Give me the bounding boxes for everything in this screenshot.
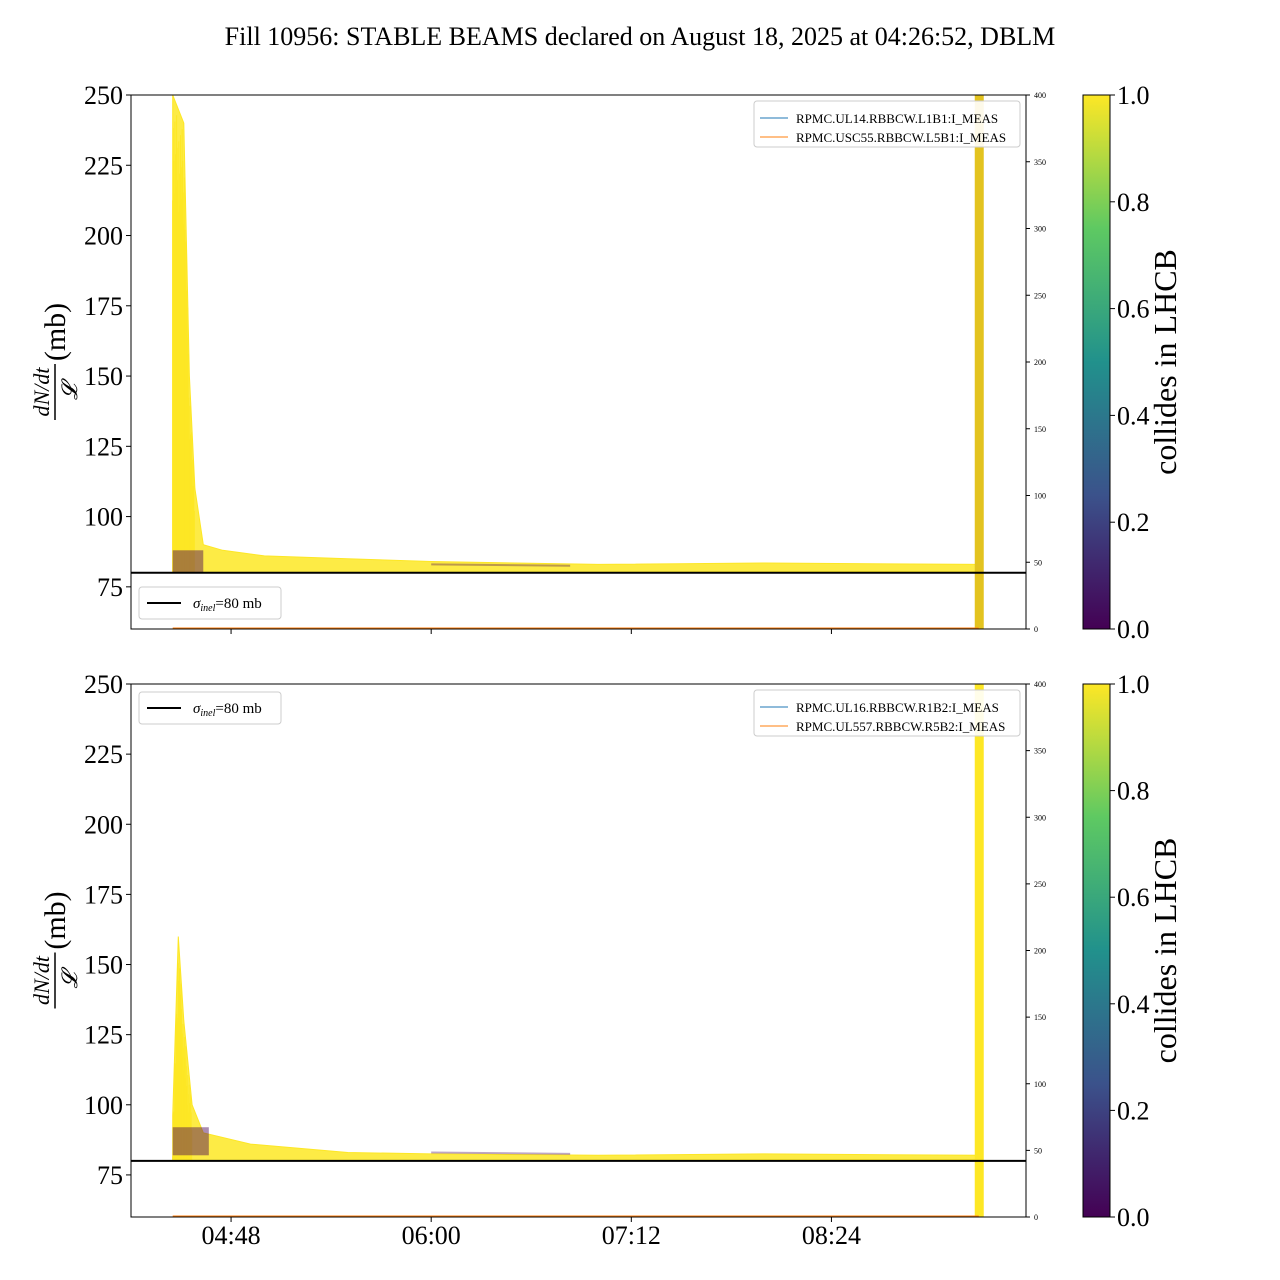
x-tick-label: 07:12 bbox=[602, 1221, 661, 1250]
y2-tick-label: 250 bbox=[1034, 880, 1046, 889]
colorbar-tick-label: 0.0 bbox=[1117, 1203, 1150, 1232]
reference-legend-label: σinel=80 mb bbox=[193, 701, 262, 719]
legend-entry: RPMC.UL14.RBBCW.L1B1:I_MEAS bbox=[796, 111, 998, 126]
y-tick-label: 75 bbox=[97, 573, 123, 602]
y-tick-label: 225 bbox=[84, 151, 123, 180]
colorbar-tick-label: 0.6 bbox=[1117, 295, 1150, 324]
reference-legend bbox=[138, 691, 282, 725]
data-envelope bbox=[172, 936, 980, 1162]
dark-band bbox=[172, 550, 204, 573]
plot-area bbox=[131, 684, 1026, 1217]
y2-tick-label: 350 bbox=[1034, 747, 1046, 756]
x-tick-label: 08:24 bbox=[802, 1221, 861, 1250]
y2-tick-label: 0 bbox=[1034, 1213, 1038, 1222]
reference-legend-label: σinel=80 mb bbox=[193, 596, 262, 614]
final-spike bbox=[974, 684, 984, 1217]
colorbar-tick-label: 0.6 bbox=[1117, 883, 1150, 912]
y-tick-label: 250 bbox=[84, 670, 123, 699]
y-tick-label: 75 bbox=[97, 1161, 123, 1190]
y-label-numerator: dN/dt bbox=[29, 367, 54, 417]
y-tick-label: 200 bbox=[84, 810, 123, 839]
y-label-numerator: dN/dt bbox=[29, 955, 54, 1005]
y-tick-label: 100 bbox=[84, 1091, 123, 1120]
colorbar-tick-label: 0.0 bbox=[1117, 615, 1150, 644]
y-label-unit: (mb) bbox=[39, 303, 72, 361]
colorbar-label: collides in LHCB bbox=[1147, 838, 1183, 1064]
legend-entry: RPMC.UL16.RBBCW.R1B2:I_MEAS bbox=[796, 700, 999, 715]
y2-tick-label: 300 bbox=[1034, 225, 1046, 234]
plot-area bbox=[131, 95, 1026, 629]
final-spike bbox=[974, 95, 984, 629]
colorbar-tick-label: 0.2 bbox=[1117, 508, 1150, 537]
y2-tick-label: 150 bbox=[1034, 425, 1046, 434]
y2-tick-label: 200 bbox=[1034, 947, 1046, 956]
y2-tick-label: 350 bbox=[1034, 158, 1046, 167]
y-tick-label: 225 bbox=[84, 740, 123, 769]
y-label-unit: (mb) bbox=[39, 891, 72, 949]
x-tick-label: 06:00 bbox=[402, 1221, 461, 1250]
plot-frame bbox=[130, 683, 1027, 1218]
colorbar-tick-label: 1.0 bbox=[1117, 670, 1150, 699]
y-tick-label: 150 bbox=[84, 951, 123, 980]
y-tick-label: 150 bbox=[84, 362, 123, 391]
y-tick-label: 175 bbox=[84, 292, 123, 321]
reference-legend bbox=[138, 586, 282, 620]
colorbar-tick-label: 0.8 bbox=[1117, 188, 1150, 217]
dark-band bbox=[172, 1127, 209, 1156]
y-label-denominator: 𝓛 bbox=[57, 967, 82, 989]
y-tick-label: 125 bbox=[84, 432, 123, 461]
colorbar-tick-label: 1.0 bbox=[1117, 81, 1150, 110]
y-axis-label: dN/dt 𝓛 (mb) bbox=[29, 891, 82, 1009]
series-legend bbox=[753, 689, 1021, 737]
y2-tick-label: 400 bbox=[1034, 91, 1046, 100]
y-tick-label: 100 bbox=[84, 503, 123, 532]
colorbar-label: collides in LHCB bbox=[1147, 249, 1183, 475]
legend-entry: RPMC.USC55.RBBCW.L5B1:I_MEAS bbox=[796, 130, 1006, 145]
y2-tick-label: 50 bbox=[1034, 1146, 1042, 1155]
colorbar-tick-label: 0.8 bbox=[1117, 777, 1150, 806]
y-tick-label: 200 bbox=[84, 222, 123, 251]
y-tick-label: 175 bbox=[84, 880, 123, 909]
y-tick-label: 250 bbox=[84, 81, 123, 110]
y2-tick-label: 100 bbox=[1034, 492, 1046, 501]
y2-tick-label: 400 bbox=[1034, 680, 1046, 689]
y-tick-label: 125 bbox=[84, 1021, 123, 1050]
top-panel: 75 100 125 150 175 200 225 250 0 50 100 150 200 250 30… bbox=[29, 81, 1183, 644]
y2-tick-label: 0 bbox=[1034, 625, 1038, 634]
y-label-denominator: 𝓛 bbox=[57, 378, 82, 400]
y2-tick-label: 50 bbox=[1034, 558, 1042, 567]
dark-noise bbox=[431, 1151, 571, 1155]
data-envelope bbox=[172, 95, 980, 574]
colorbar bbox=[1082, 94, 1111, 630]
y2-tick-label: 150 bbox=[1034, 1013, 1046, 1022]
legend-entry: RPMC.UL557.RBBCW.R5B2:I_MEAS bbox=[796, 719, 1005, 734]
y2-tick-label: 200 bbox=[1034, 358, 1046, 367]
x-tick-label: 04:48 bbox=[201, 1221, 260, 1250]
plot-frame bbox=[130, 94, 1027, 630]
y2-tick-label: 300 bbox=[1034, 813, 1046, 822]
bottom-panel: 75 100 125 150 175 200 225 250 0 50 100 150 200 250 30… bbox=[29, 670, 1183, 1250]
series-legend bbox=[753, 100, 1021, 148]
colorbar-tick-label: 0.2 bbox=[1117, 1096, 1150, 1125]
y-axis-label: dN/dt 𝓛 (mb) bbox=[29, 303, 82, 420]
colorbar-tick-label: 0.4 bbox=[1117, 990, 1150, 1019]
colorbar-tick-label: 0.4 bbox=[1117, 401, 1150, 430]
figure-title: Fill 10956: STABLE BEAMS declared on Aug… bbox=[225, 22, 1056, 51]
colorbar bbox=[1082, 683, 1111, 1218]
y2-tick-label: 250 bbox=[1034, 291, 1046, 300]
dark-noise bbox=[431, 563, 571, 567]
y2-tick-label: 100 bbox=[1034, 1080, 1046, 1089]
